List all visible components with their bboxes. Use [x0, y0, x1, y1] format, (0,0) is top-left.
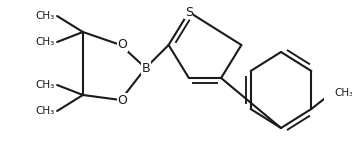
Text: O: O: [118, 93, 127, 106]
Text: CH₃: CH₃: [35, 37, 54, 47]
Text: S: S: [185, 6, 193, 19]
Text: O: O: [118, 39, 127, 52]
Text: CH₃: CH₃: [334, 88, 352, 98]
Text: B: B: [141, 61, 150, 74]
Text: CH₃: CH₃: [35, 80, 54, 90]
Text: CH₃: CH₃: [35, 106, 54, 116]
Text: CH₃: CH₃: [35, 11, 54, 21]
